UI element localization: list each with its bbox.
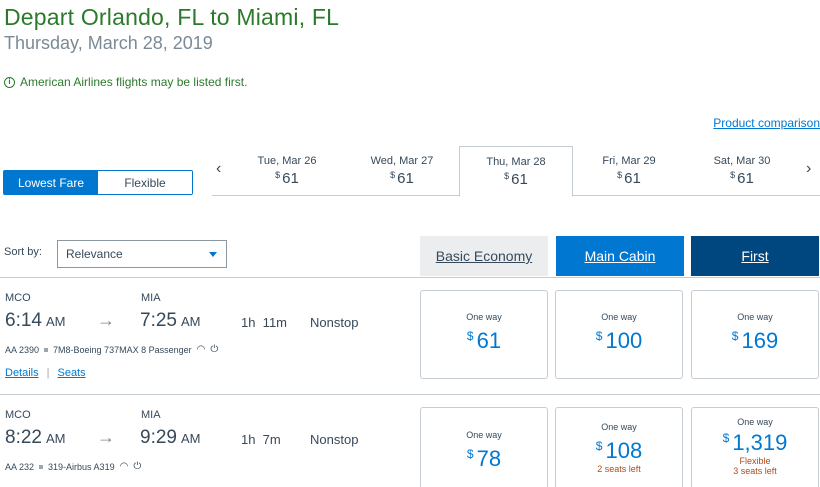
stops: Nonstop: [310, 315, 359, 330]
bullet: [39, 464, 44, 469]
date-tab[interactable]: Fri, Mar 29 $61: [574, 155, 684, 187]
fare-price: $108: [595, 438, 643, 463]
fare-type-toggle: Lowest Fare Flexible: [3, 170, 193, 195]
fare-price: $1,319: [722, 430, 788, 455]
fare-main-cabin[interactable]: One way $100: [555, 290, 683, 379]
page-title: Depart Orlando, FL to Miami, FL: [4, 4, 340, 30]
fare-price: $100: [595, 328, 643, 353]
origin-code: MCO: [5, 292, 31, 304]
arrow-right-icon: →: [97, 310, 115, 330]
date-label: Tue, Mar 26: [257, 155, 317, 167]
fare-price: $61: [466, 328, 502, 353]
flexible-button[interactable]: Flexible: [98, 171, 192, 194]
duration: 1h 11m: [241, 315, 288, 330]
date-label: Thu, Mar 28: [486, 156, 546, 168]
fare-first[interactable]: One way $1,319 Flexible 3 seats left: [691, 407, 819, 487]
cabin-main-cabin[interactable]: Main Cabin: [556, 236, 684, 276]
date-price: $61: [390, 170, 414, 187]
origin-code: MCO: [5, 409, 31, 421]
date-price: $61: [730, 170, 754, 187]
lowest-fare-button[interactable]: Lowest Fare: [4, 171, 98, 194]
stops: Nonstop: [310, 432, 359, 447]
sort-value: Relevance: [66, 247, 123, 261]
flight-links: Details | Seats: [5, 367, 86, 379]
wifi-icon: ◠: [119, 461, 129, 472]
separator: |: [46, 367, 50, 379]
date-label: Fri, Mar 29: [602, 155, 656, 167]
arrive-time: 9:29 AM: [140, 427, 201, 448]
power-icon: ⏻: [133, 461, 142, 472]
fare-basic-economy[interactable]: One way $78: [420, 407, 548, 487]
fare-first[interactable]: One way $169: [691, 290, 819, 379]
fare-basic-economy[interactable]: One way $61: [420, 290, 548, 379]
fare-label: One way: [737, 417, 773, 427]
depart-time: 8:22 AM: [5, 427, 66, 448]
travel-date: Thursday, March 28, 2019: [4, 33, 213, 53]
aircraft: 7M8-Boeing 737MAX 8 Passenger: [53, 344, 192, 355]
date-price: $61: [617, 170, 641, 187]
chevron-right-icon[interactable]: ›: [806, 160, 812, 177]
date-tab-selected[interactable]: Thu, Mar 28 $61: [459, 146, 573, 197]
seats-left-note: 2 seats left: [597, 464, 641, 474]
date-tab[interactable]: Sat, Mar 30 $61: [687, 155, 797, 187]
date-selector: ‹ Tue, Mar 26 $61 Wed, Mar 27 $61 Thu, M…: [212, 146, 820, 197]
duration: 1h 7m: [241, 432, 281, 447]
destination-code: MIA: [141, 292, 161, 304]
date-tab[interactable]: Tue, Mar 26 $61: [232, 155, 342, 187]
arrive-time: 7:25 AM: [140, 310, 201, 331]
caret-down-icon: [209, 252, 217, 257]
flight-meta: AA 232 319-Airbus A319 ◠ ⏻: [5, 461, 141, 472]
aircraft: 319-Airbus A319: [48, 461, 115, 472]
arrow-right-icon: →: [97, 427, 115, 447]
chevron-left-icon[interactable]: ‹: [216, 160, 222, 177]
info-icon: i: [4, 76, 15, 88]
aa-notice: i American Airlines flights may be liste…: [4, 75, 247, 89]
wifi-icon: ◠: [196, 344, 206, 355]
fare-price: $169: [731, 328, 779, 353]
fare-label: One way: [601, 312, 637, 322]
seats-left-note: 3 seats left: [733, 466, 777, 476]
notice-text: American Airlines flights may be listed …: [20, 75, 248, 89]
depart-time: 6:14 AM: [5, 310, 66, 331]
fare-price: $78: [466, 446, 502, 471]
cabin-first[interactable]: First: [691, 236, 819, 276]
fare-label: One way: [466, 312, 502, 322]
sort-label: Sort by:: [4, 246, 42, 258]
flight-number: AA 232: [5, 461, 35, 472]
date-label: Wed, Mar 27: [370, 155, 434, 167]
fare-main-cabin[interactable]: One way $108 2 seats left: [555, 407, 683, 487]
flexible-note: Flexible: [739, 456, 771, 466]
flight-number: AA 2390: [5, 344, 40, 355]
divider: [0, 277, 820, 278]
divider: [0, 394, 820, 395]
cabin-basic-economy[interactable]: Basic Economy: [420, 236, 548, 276]
fare-label: One way: [601, 422, 637, 432]
date-price: $61: [275, 170, 299, 187]
fare-label: One way: [737, 312, 773, 322]
product-comparison-link[interactable]: Product comparison: [713, 116, 820, 130]
destination-code: MIA: [141, 409, 161, 421]
bullet: [44, 347, 49, 352]
date-tab[interactable]: Wed, Mar 27 $61: [347, 155, 457, 187]
seats-link[interactable]: Seats: [57, 367, 86, 379]
details-link[interactable]: Details: [5, 367, 39, 379]
sort-select[interactable]: Relevance: [57, 240, 227, 268]
flight-meta: AA 2390 7M8-Boeing 737MAX 8 Passenger ◠ …: [5, 344, 218, 355]
fare-label: One way: [466, 430, 502, 440]
date-label: Sat, Mar 30: [713, 155, 771, 167]
date-price: $61: [504, 171, 528, 188]
power-icon: ⏻: [210, 344, 219, 355]
